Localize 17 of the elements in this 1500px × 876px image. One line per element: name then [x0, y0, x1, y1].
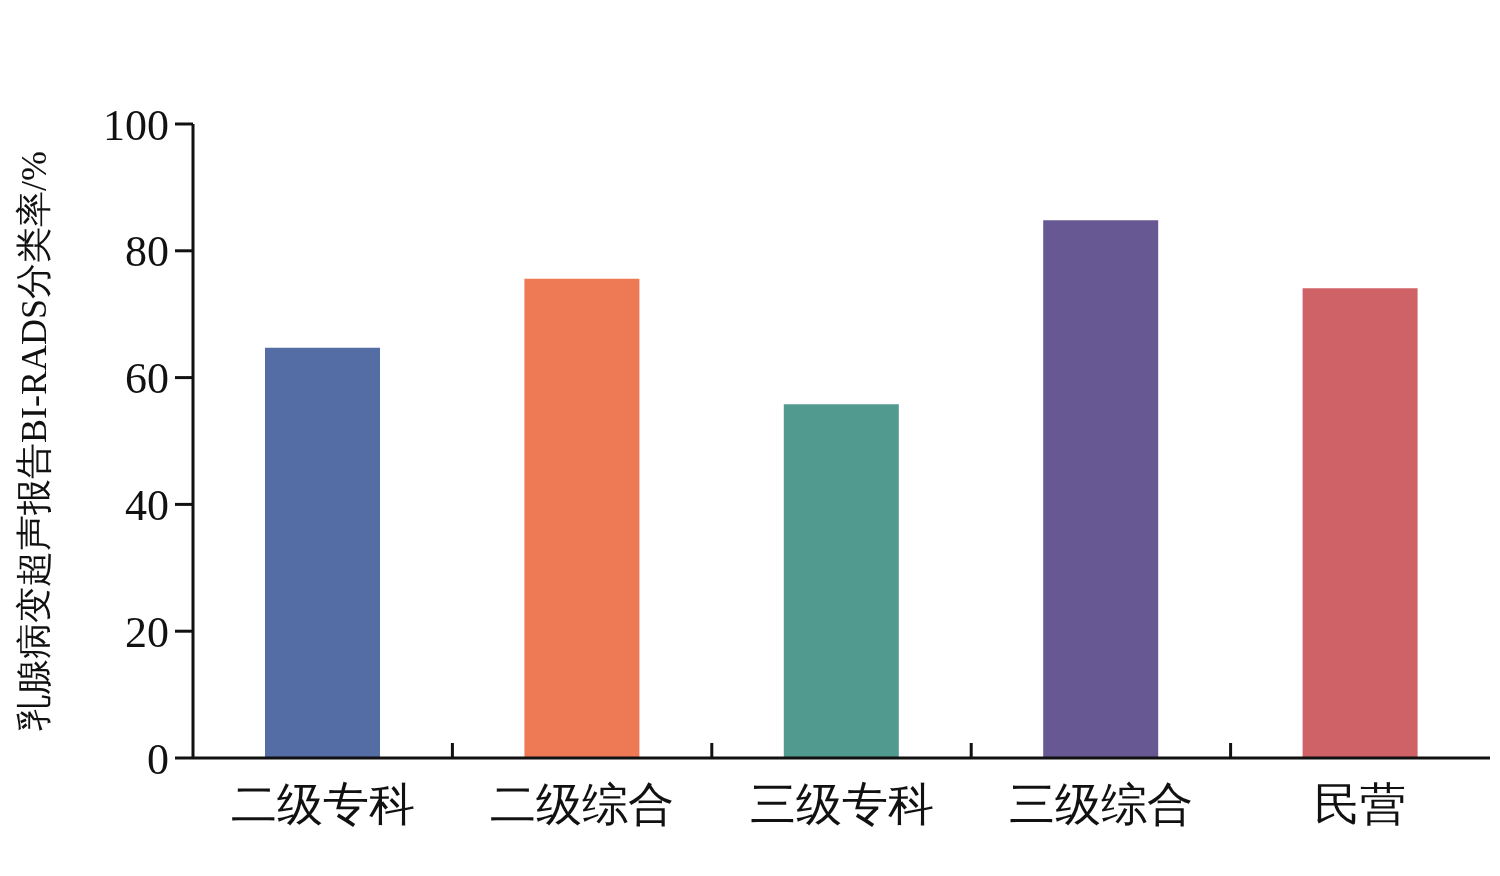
x-tick-label: 民营 — [1314, 779, 1407, 830]
y-tick-label: 40 — [125, 481, 169, 531]
x-tick-label: 二级综合 — [490, 779, 675, 830]
x-tick-label: 二级专科 — [230, 779, 415, 830]
x-tick-label: 三级综合 — [1008, 779, 1193, 830]
bar — [524, 278, 640, 758]
y-tick-label: 0 — [147, 734, 169, 784]
y-tick-label: 20 — [125, 607, 169, 657]
bar — [265, 347, 380, 758]
y-tick-label: 100 — [103, 100, 169, 150]
y-tick-label: 80 — [125, 227, 169, 277]
x-tick-label: 三级专科 — [749, 779, 934, 830]
bar — [1302, 288, 1418, 758]
bar — [1043, 220, 1159, 758]
bar — [783, 404, 899, 758]
y-tick-label: 60 — [125, 354, 169, 404]
y-axis-title: 乳腺病变超声报告BI-RADS分类率/% — [13, 150, 54, 732]
